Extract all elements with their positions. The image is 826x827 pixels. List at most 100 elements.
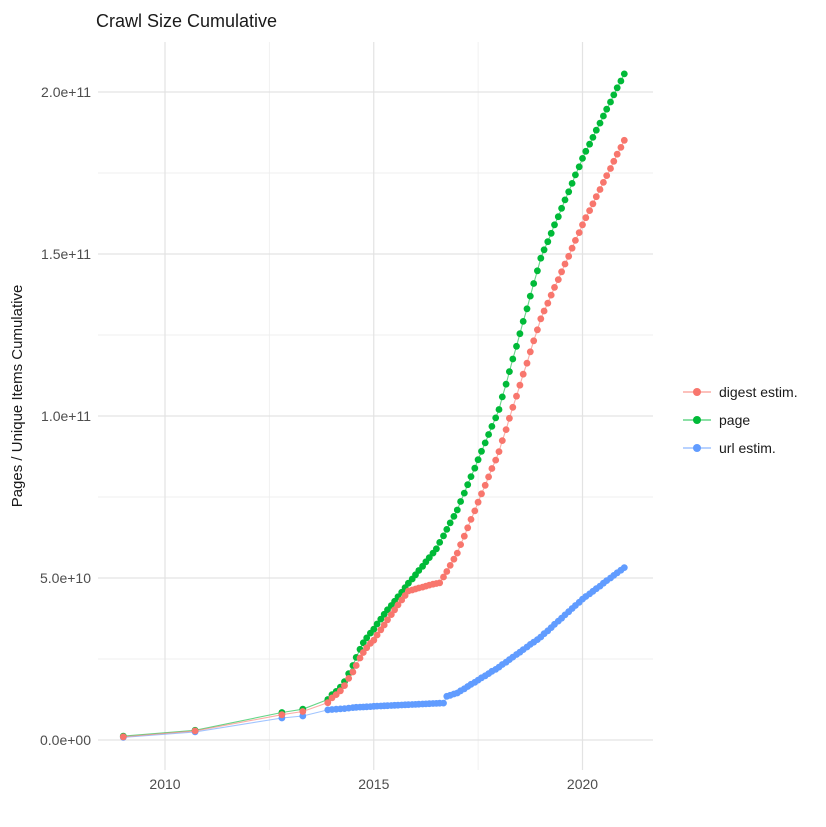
data-point [495, 448, 503, 455]
data-point [440, 573, 447, 581]
data-point [485, 431, 492, 438]
data-point [565, 188, 573, 196]
data-point [464, 524, 472, 532]
data-point [551, 284, 558, 291]
legend-label-digest: digest estim. [719, 384, 798, 400]
data-point [519, 370, 527, 378]
data-point [579, 221, 586, 229]
x-tick-2015: 2015 [358, 776, 389, 792]
data-point [523, 359, 531, 367]
data-point [592, 126, 600, 134]
data-point [526, 292, 534, 300]
data-point [558, 204, 565, 212]
data-point [540, 307, 548, 315]
data-point [446, 519, 454, 527]
x-tick-2020: 2020 [567, 776, 598, 792]
data-point [600, 179, 607, 186]
data-point [492, 456, 500, 464]
data-point [537, 254, 545, 262]
data-point [613, 150, 621, 158]
data-point [446, 562, 454, 569]
data-point [554, 213, 562, 221]
data-point [370, 625, 378, 633]
data-point [523, 305, 531, 313]
data-point [341, 682, 348, 689]
data-point [537, 315, 545, 323]
data-point [534, 267, 541, 275]
data-point [345, 675, 353, 682]
data-point [579, 155, 586, 162]
data-point [613, 84, 621, 92]
data-point [575, 229, 583, 237]
y-tick-0: 0.0e+00 [40, 732, 91, 748]
data-point [356, 654, 364, 662]
data-point [352, 662, 360, 669]
data-point [453, 549, 461, 557]
data-point [554, 276, 562, 283]
data-point [513, 342, 520, 350]
data-point [516, 381, 524, 389]
data-point [436, 539, 444, 546]
data-point [509, 403, 517, 411]
legend-item-page: page [683, 412, 750, 428]
data-point [547, 291, 555, 299]
data-point [561, 260, 569, 268]
data-point [460, 532, 468, 540]
data-point [474, 456, 482, 464]
data-point [603, 105, 611, 113]
data-point [191, 727, 199, 735]
data-point [617, 144, 625, 151]
data-point [436, 579, 444, 587]
data-point [565, 252, 573, 260]
data-point [119, 733, 127, 741]
data-point [600, 112, 607, 120]
data-point [324, 699, 332, 707]
data-point [488, 423, 496, 430]
legend: digest estim. page url estim. [683, 384, 798, 456]
data-point [589, 200, 597, 208]
data-point [526, 348, 534, 356]
data-point [603, 172, 611, 180]
data-point [610, 91, 618, 99]
data-point [530, 280, 538, 287]
data-point [349, 668, 357, 676]
data-point [498, 393, 506, 401]
data-point [457, 541, 464, 548]
data-point [558, 268, 565, 276]
data-point [278, 711, 286, 719]
data-point [384, 616, 391, 624]
data-point [572, 171, 579, 179]
data-point [540, 246, 548, 254]
data-point [620, 70, 628, 78]
data-point [391, 606, 398, 614]
data-point [586, 140, 593, 148]
data-point [474, 498, 482, 506]
data-point [586, 207, 593, 215]
data-point [498, 437, 506, 444]
legend-key-dot-url [693, 444, 701, 452]
x-tick-2010: 2010 [149, 776, 180, 792]
data-point [481, 481, 489, 489]
data-point [359, 649, 367, 656]
data-point [433, 545, 440, 553]
data-point [373, 620, 381, 628]
data-point [596, 186, 604, 193]
data-point [359, 639, 367, 647]
data-point [377, 615, 385, 623]
data-point [582, 214, 590, 222]
data-point [530, 337, 538, 345]
data-point [547, 229, 555, 237]
legend-item-digest-estim: digest estim. [683, 384, 798, 400]
data-point [471, 464, 479, 472]
data-point [425, 554, 433, 561]
data-point [617, 77, 625, 85]
data-point [450, 555, 458, 563]
y-tick-1.5e11: 1.5e+11 [41, 246, 91, 262]
data-point [492, 414, 500, 422]
data-point [450, 513, 458, 520]
data-point [610, 157, 618, 165]
data-point [460, 489, 468, 497]
data-point [506, 414, 513, 422]
data-point [443, 526, 451, 533]
